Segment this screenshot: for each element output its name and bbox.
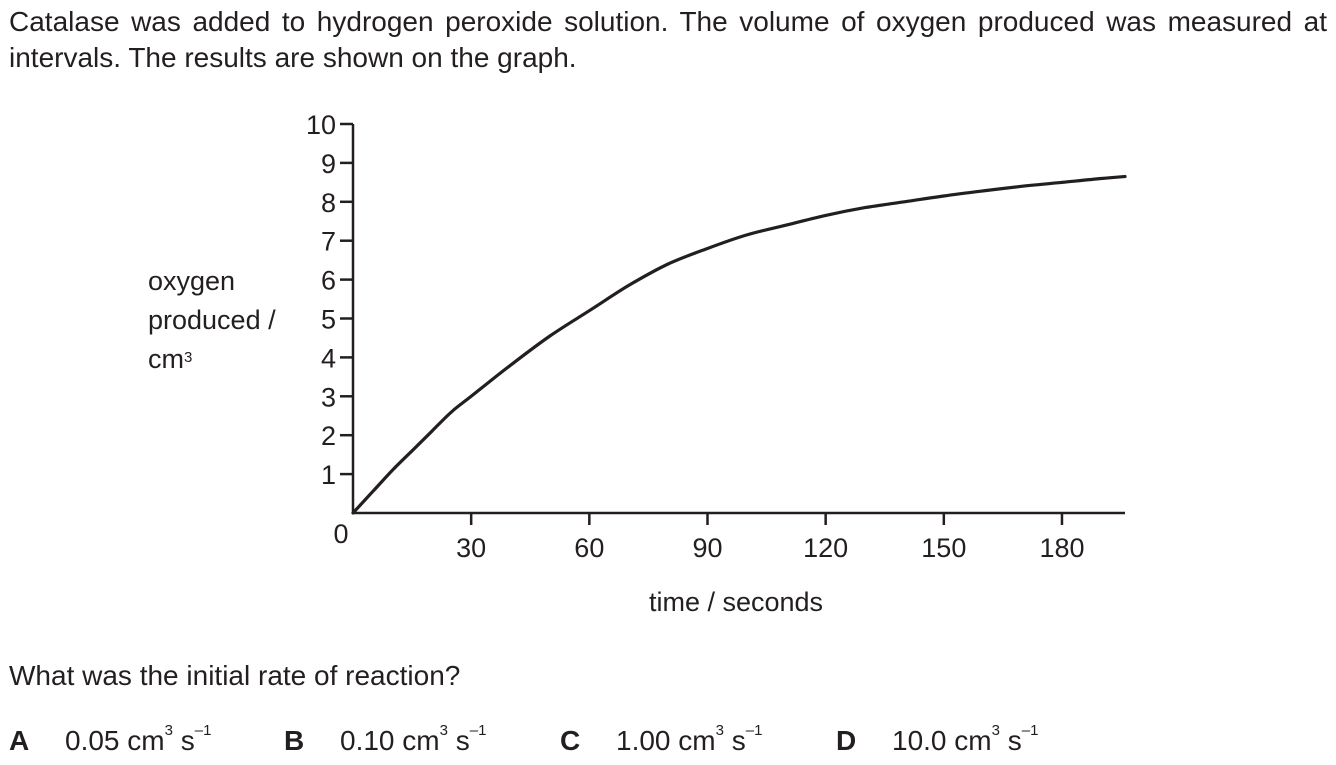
x-tick-label: 120 <box>803 533 848 563</box>
y-axis-label-line-1: oxygen <box>148 266 236 296</box>
x-axis-label: time / seconds <box>649 587 823 617</box>
y-axis-label: oxygen produced / cm3 <box>148 262 276 379</box>
question-text: What was the initial rate of reaction? <box>9 660 461 691</box>
answer-options: A 0.05 cm3 s–1 B 0.10 cm3 s–1 C 1.00 cm3 s–… <box>9 722 1329 765</box>
y-tick-label: 2 <box>321 421 336 451</box>
y-tick-label: 6 <box>321 266 336 296</box>
y-tick-label: 8 <box>321 188 336 218</box>
intro-text: Catalase was added to hydrogen peroxide … <box>9 6 1327 73</box>
series-line-0 <box>351 174 1127 515</box>
y-tick-label: 5 <box>321 305 336 335</box>
origin-label: 0 <box>333 519 348 549</box>
x-tick-label: 60 <box>574 533 604 563</box>
option-key: C <box>560 725 581 756</box>
x-tick-label: 180 <box>1039 533 1084 563</box>
y-tick-label: 10 <box>306 110 336 140</box>
x-tick-label: 150 <box>921 533 966 563</box>
y-axis-label-line-2: produced / <box>148 305 276 335</box>
y-tick-label: 7 <box>321 227 336 257</box>
option-key: B <box>284 725 305 756</box>
option-key: D <box>836 725 857 756</box>
y-tick-label: 3 <box>321 382 336 412</box>
chart: 1 2 3 4 5 6 7 8 9 10 30 60 90 120 150 180 0 time / second… <box>306 110 1127 617</box>
y-axis-label-superscript: 3 <box>184 349 193 366</box>
x-tick-label: 30 <box>456 533 486 563</box>
option-d[interactable]: D 10.0 cm3 s–1 <box>836 722 1039 756</box>
y-tick-label: 1 <box>321 460 336 490</box>
y-tick-label: 9 <box>321 149 336 179</box>
y-tick-label: 4 <box>321 343 336 373</box>
option-b[interactable]: B 0.10 cm3 s–1 <box>284 722 487 756</box>
option-key: A <box>9 725 30 756</box>
option-c[interactable]: C 1.00 cm3 s–1 <box>560 722 763 756</box>
y-axis-label-line-3: cm3 <box>148 344 193 374</box>
option-a[interactable]: A 0.05 cm3 s–1 <box>9 722 212 756</box>
x-tick-label: 90 <box>692 533 722 563</box>
